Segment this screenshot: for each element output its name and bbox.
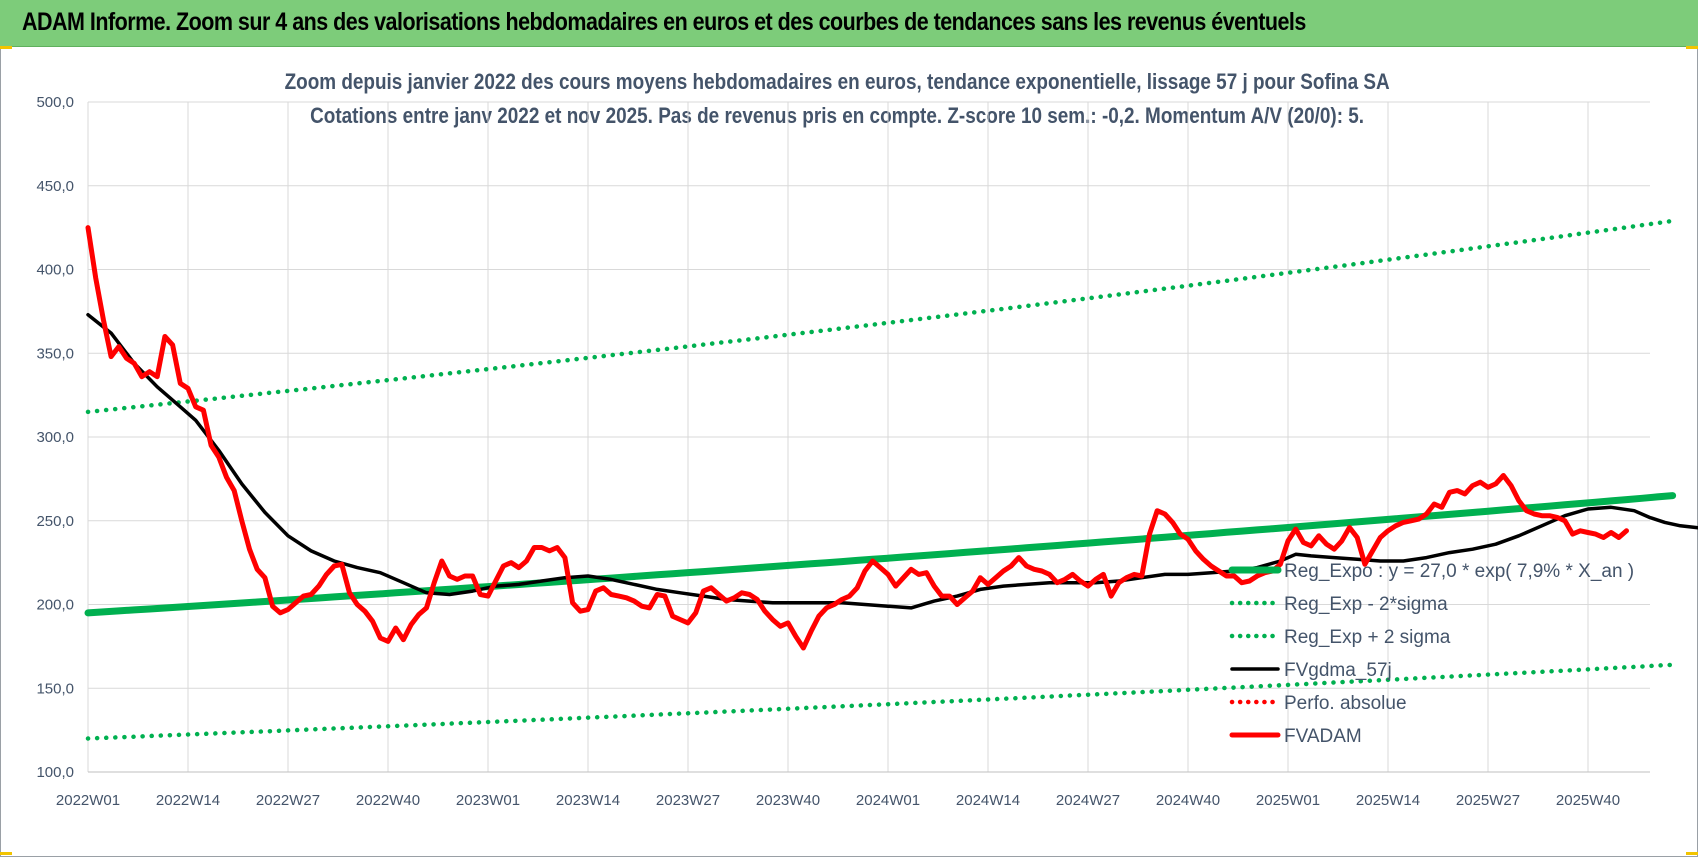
x-tick-label: 2025W27 — [1456, 792, 1520, 809]
x-tick-label: 2024W14 — [956, 792, 1020, 809]
x-tick-label: 2024W40 — [1156, 792, 1220, 809]
y-tick-label: 150,0 — [36, 680, 74, 697]
y-tick-label: 450,0 — [36, 178, 74, 195]
y-tick-label: 200,0 — [36, 597, 74, 614]
legend-label: FVADAM — [1284, 726, 1362, 747]
x-tick-label: 2022W14 — [156, 792, 220, 809]
y-tick-label: 350,0 — [36, 345, 74, 362]
x-tick-label: 2023W40 — [756, 792, 820, 809]
report-banner: ADAM Informe. Zoom sur 4 ans des valoris… — [0, 0, 1698, 47]
chart-title: Zoom depuis janvier 2022 des cours moyen… — [284, 69, 1390, 94]
legend-label: Reg_Expo : y = 27,0 * exp( 7,9% * X_an ) — [1284, 561, 1634, 582]
legend-label: Reg_Exp - 2*sigma — [1284, 594, 1448, 615]
reg-minus-2sigma-line — [85, 662, 1675, 741]
legend-label: Perfo. absolue — [1284, 693, 1407, 714]
x-tick-label: 2024W27 — [1056, 792, 1120, 809]
legend-label: FVgdma_57j — [1284, 660, 1392, 681]
y-tick-label: 100,0 — [36, 764, 74, 781]
x-tick-label: 2024W01 — [856, 792, 920, 809]
x-tick-label: 2023W01 — [456, 792, 520, 809]
legend-label: Reg_Exp + 2 sigma — [1284, 627, 1451, 648]
y-tick-label: 500,0 — [36, 94, 74, 111]
corner-mark — [0, 852, 12, 855]
corner-mark — [1686, 852, 1698, 855]
fvgdma-57j-line — [86, 312, 1698, 610]
y-tick-label: 400,0 — [36, 262, 74, 279]
fvadam-line — [85, 225, 1629, 651]
x-tick-label: 2022W27 — [256, 792, 320, 809]
corner-mark — [1686, 46, 1698, 49]
x-tick-label: 2025W01 — [1256, 792, 1320, 809]
y-tick-label: 300,0 — [36, 429, 74, 446]
x-tick-label: 2022W01 — [56, 792, 120, 809]
x-tick-label: 2022W40 — [356, 792, 420, 809]
y-tick-label: 250,0 — [36, 513, 74, 530]
x-tick-label: 2023W14 — [556, 792, 620, 809]
x-tick-label: 2025W14 — [1356, 792, 1420, 809]
x-tick-label: 2025W40 — [1556, 792, 1620, 809]
corner-mark — [0, 46, 12, 49]
reg-plus-2sigma-line — [85, 218, 1675, 415]
banner-title: ADAM Informe. Zoom sur 4 ans des valoris… — [22, 8, 1306, 36]
x-tick-label: 2023W27 — [656, 792, 720, 809]
